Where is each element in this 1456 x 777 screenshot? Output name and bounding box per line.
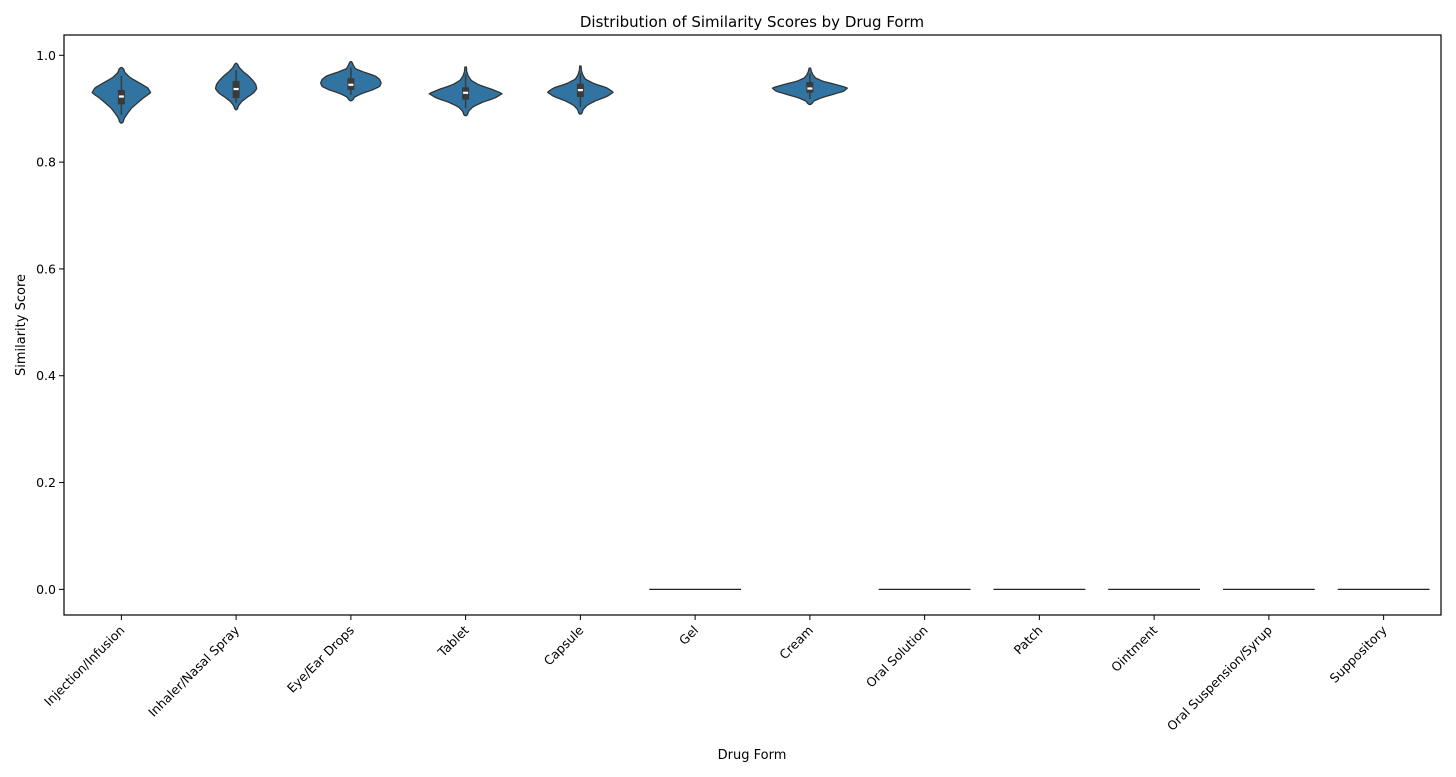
chart-title: Distribution of Similarity Scores by Dru… [580,13,924,31]
x-axis-label: Drug Form [718,748,787,763]
plot-area [91,61,1430,590]
y-axis: 0.0 0.2 0.4 0.6 0.8 1.0 [36,48,64,597]
x-tick-label: Oral Solution [863,623,931,691]
y-tick-label: 1.0 [36,48,56,63]
y-tick-label: 0.8 [36,155,56,170]
violin-median [233,87,239,91]
y-tick-label: 0.4 [36,368,56,383]
violin-iqr-box [806,81,814,93]
x-tick-label: Patch [1011,623,1046,658]
x-tick-label: Oral Suspension/Syrup [1164,622,1275,733]
x-tick-label: Tablet [434,622,472,660]
y-tick-label: 0.2 [36,475,56,490]
violin-median [463,91,469,94]
x-tick-label: Inhaler/Nasal Spray [145,622,243,720]
x-tick-label: Gel [676,623,701,648]
x-axis: Injection/Infusion Inhaler/Nasal Spray Eye… [41,615,1390,734]
y-axis-label: Similarity Score [14,274,29,376]
x-tick-label: Eye/Ear Drops [284,623,357,696]
axes-frame [63,34,1442,616]
violin-median [577,89,583,92]
x-tick-label: Suppository [1326,622,1390,686]
x-tick-label: Cream [776,623,816,663]
x-tick-label: Injection/Infusion [41,623,127,709]
violin-median [348,83,354,86]
violin-median [807,87,813,90]
y-tick-label: 0.0 [36,582,56,597]
x-tick-label: Ointment [1108,622,1160,674]
x-tick-label: Capsule [541,622,587,668]
y-tick-label: 0.6 [36,261,56,276]
violin-median [118,95,124,98]
